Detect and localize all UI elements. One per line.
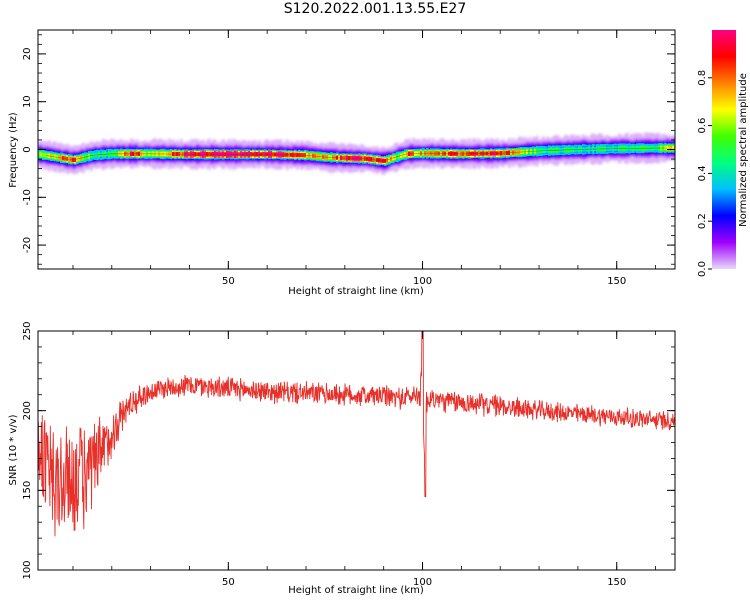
colorbar-tick-label: 0.8 xyxy=(697,70,708,86)
y-tick-label: -10 xyxy=(22,189,33,205)
heatmap-cell xyxy=(40,152,43,157)
heatmap-cell xyxy=(404,152,407,157)
colorbar: 0.0 0.2 0.4 0.6 0.8 Normalized spectral ampl… xyxy=(697,30,749,277)
heatmap-cell xyxy=(666,145,669,151)
heatmap-cell xyxy=(672,145,675,151)
heatmap-cell xyxy=(88,154,91,159)
colorbar-tick-label: 0.0 xyxy=(697,261,708,277)
x-tick-label: 150 xyxy=(607,577,626,588)
y-tick-label: 150 xyxy=(22,481,33,500)
y-tick-label: -20 xyxy=(22,237,33,253)
heatmap-cell xyxy=(44,152,47,158)
y-tick-label: 100 xyxy=(22,560,33,579)
colorbar-ticks: 0.0 0.2 0.4 0.6 0.8 xyxy=(697,70,712,277)
heatmap-cell xyxy=(386,157,389,163)
heatmap-cell xyxy=(392,156,395,161)
heatmap-cell xyxy=(390,156,393,161)
ridge-outline xyxy=(45,147,667,162)
colorbar-tick-label: 0.4 xyxy=(697,165,708,181)
spectrogram-panel: 50 100 150 -20 -10 0 10 20 Height of straight l… xyxy=(8,29,676,297)
spectrogram-ticks: 50 100 150 -20 -10 0 10 20 xyxy=(22,30,675,287)
x-tick-label: 100 xyxy=(413,577,432,588)
x-tick-label: 100 xyxy=(413,276,432,287)
heatmap-cell xyxy=(42,152,45,157)
snr-panel: 50 100 150 100 150 200 250 Height of straight … xyxy=(8,321,676,596)
y-tick-label: 0 xyxy=(22,146,33,152)
heatmap-cell xyxy=(76,157,79,162)
colorbar-tick-label: 0.6 xyxy=(697,118,708,134)
heatmap-cell xyxy=(384,158,387,163)
snr-plot-area xyxy=(38,331,675,570)
y-tick-label: 20 xyxy=(22,48,33,61)
snr-y-axis-label: SNR (10 * v/v) xyxy=(8,414,19,485)
colorbar-tick-label: 0.2 xyxy=(697,213,708,229)
heatmap-cell xyxy=(78,156,81,162)
heatmap-cell xyxy=(74,157,77,162)
spectrogram-heatmap xyxy=(38,132,675,176)
figure-title: S120.2022.001.13.55.E27 xyxy=(283,1,467,17)
x-tick-label: 50 xyxy=(222,577,235,588)
heatmap-cell xyxy=(396,154,399,160)
x-tick-label: 150 xyxy=(607,276,626,287)
heatmap-cell xyxy=(402,153,405,158)
snr-ticks: 50 100 150 100 150 200 250 xyxy=(22,321,675,588)
y-tick-label: 250 xyxy=(22,321,33,340)
y-tick-label: 200 xyxy=(22,401,33,420)
heatmap-cell xyxy=(388,157,391,162)
spectrogram-y-axis-label: Frequency (Hz) xyxy=(8,112,19,188)
snr-series-line xyxy=(38,331,675,537)
x-tick-label: 50 xyxy=(222,276,235,287)
heatmap-cell xyxy=(400,153,403,158)
heatmap-cell xyxy=(398,154,401,159)
heatmap-cell xyxy=(394,155,397,160)
colorbar-gradient xyxy=(712,30,736,269)
heatmap-cell xyxy=(38,152,41,157)
y-tick-label: 10 xyxy=(22,95,33,108)
heatmap-cell xyxy=(86,154,89,159)
snr-x-axis-label: Height of straight line (km) xyxy=(288,585,424,596)
snr-frame xyxy=(37,330,676,571)
heatmap-cell xyxy=(670,146,673,151)
spectrogram-x-axis-label: Height of straight line (km) xyxy=(288,286,424,297)
spectrogram-core xyxy=(38,142,675,166)
heatmap-cell xyxy=(668,145,671,151)
heatmap-cell xyxy=(82,155,85,160)
heatmap-cell xyxy=(84,155,87,160)
colorbar-label: Normalized spectral amplitude xyxy=(738,73,749,227)
heatmap-cell xyxy=(80,156,83,161)
